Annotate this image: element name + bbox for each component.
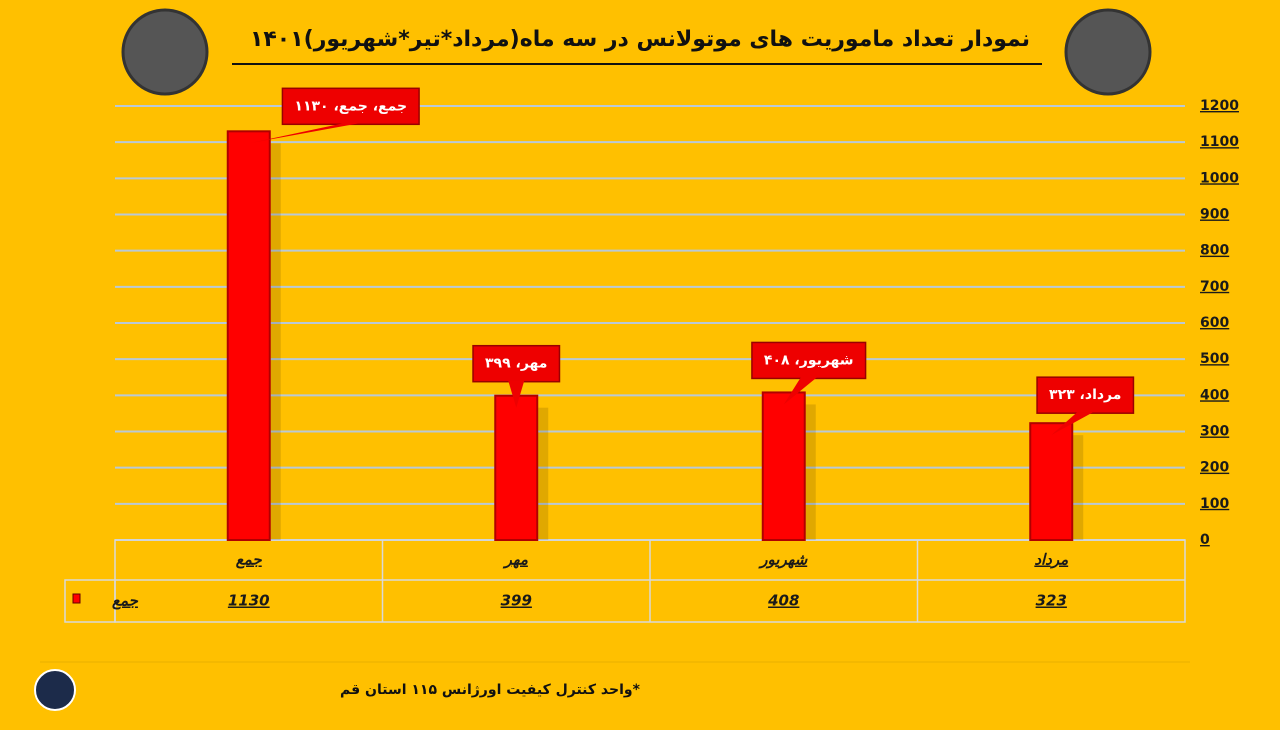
legend-label: جمع bbox=[112, 592, 139, 610]
y-tick-label: 300 bbox=[1200, 424, 1229, 440]
table-value: 408 bbox=[767, 592, 799, 610]
chart-title: نمودار تعداد ماموریت های موتولانس در سه … bbox=[250, 27, 1030, 52]
data-label-pointer bbox=[508, 380, 525, 408]
bar-shadow bbox=[805, 404, 816, 540]
y-tick-label: 700 bbox=[1200, 279, 1229, 295]
y-tick-label: 800 bbox=[1200, 243, 1229, 259]
x-tick-label: مهر bbox=[503, 551, 528, 569]
logo-left bbox=[121, 8, 209, 96]
footer-logo bbox=[34, 669, 76, 711]
y-tick-label: 1100 bbox=[1200, 134, 1239, 150]
data-label-pointer bbox=[783, 377, 817, 405]
bar bbox=[226, 130, 271, 541]
bar bbox=[1029, 422, 1074, 542]
data-label: مرداد، ۳۲۳ bbox=[1049, 387, 1121, 403]
data-label: شهریور، ۴۰۸ bbox=[764, 352, 854, 368]
data-label: مهر، ۳۹۹ bbox=[485, 356, 547, 372]
y-tick-label: 600 bbox=[1200, 315, 1229, 331]
x-tick-label: شهریور bbox=[758, 551, 808, 569]
data-label-pointer bbox=[1051, 412, 1094, 436]
y-tick-label: 200 bbox=[1200, 460, 1229, 476]
bar-shadow bbox=[538, 407, 549, 540]
y-tick-label: 400 bbox=[1200, 387, 1229, 403]
bar-shadow bbox=[270, 143, 281, 541]
data-label-pointer bbox=[248, 123, 359, 144]
legend-swatch bbox=[72, 593, 81, 604]
bar-shadow bbox=[1073, 435, 1084, 540]
data-label-box bbox=[1036, 376, 1135, 414]
y-tick-label: 0 bbox=[1200, 532, 1210, 548]
y-tick-label: 1000 bbox=[1200, 170, 1239, 186]
y-tick-label: 900 bbox=[1200, 207, 1229, 223]
table-value: 1130 bbox=[228, 592, 270, 610]
logo-right bbox=[1064, 8, 1152, 96]
table-row-head bbox=[64, 579, 116, 623]
y-tick-label: 500 bbox=[1200, 351, 1229, 367]
data-label: جمع، جمع، ۱۱۳۰ bbox=[294, 98, 407, 114]
x-tick-label: مرداد bbox=[1034, 551, 1068, 569]
bar bbox=[494, 394, 539, 541]
x-tick-label: جمع bbox=[236, 551, 263, 569]
data-label-box bbox=[472, 344, 561, 383]
bar bbox=[761, 391, 806, 541]
y-tick-label: 100 bbox=[1200, 496, 1229, 512]
table-value: 399 bbox=[501, 592, 532, 610]
data-label-box bbox=[281, 87, 420, 126]
y-tick-label: 1200 bbox=[1200, 98, 1239, 114]
footer-text: *واحد کنترل کیفیت اورژانس ۱۱۵ استان قم bbox=[340, 682, 641, 698]
table-value: 323 bbox=[1036, 592, 1067, 610]
